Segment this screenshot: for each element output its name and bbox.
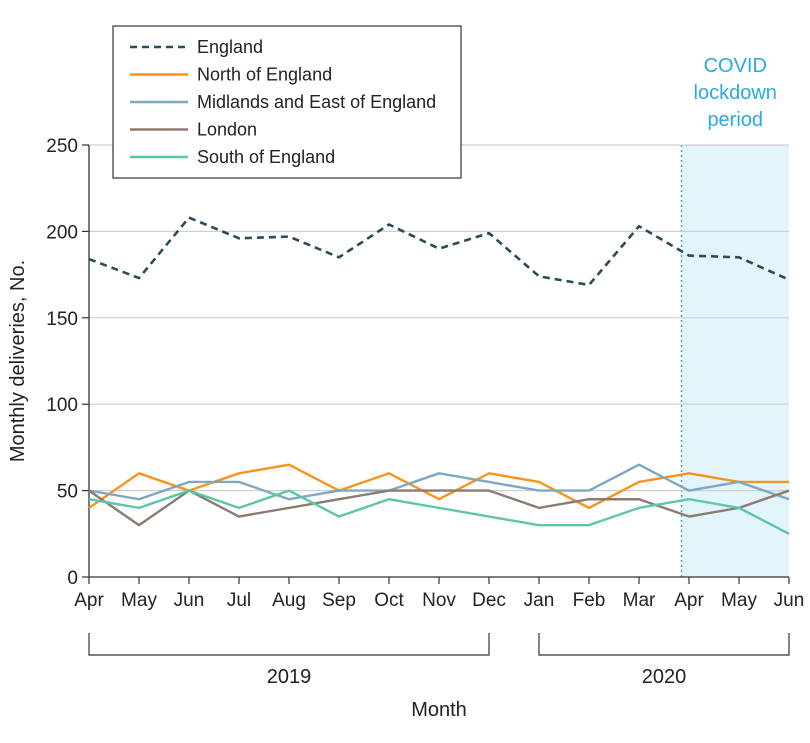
y-tick-label: 150	[46, 309, 78, 330]
legend: England North of England Midlands and East…	[112, 25, 462, 179]
x-tick-label: May	[121, 590, 157, 611]
lockdown-region-fill	[681, 145, 789, 577]
x-tick-label: Apr	[74, 590, 104, 611]
y-tick-label: 200	[46, 222, 78, 243]
x-axis-title: Month	[411, 699, 467, 721]
x-tick-label: Feb	[573, 590, 606, 611]
axes: 0 50 100 150 200 250 Apr May Jun Jul Aug Sep Oct Nov D…	[46, 136, 804, 688]
x-tick-label: Jun	[174, 590, 205, 611]
lockdown-label-line: COVID	[704, 55, 767, 77]
year-label: 2020	[642, 666, 687, 688]
x-tick-label: Jan	[524, 590, 555, 611]
lockdown-shaded-region: COVID lockdown period	[680, 55, 789, 577]
year-bracket	[88, 633, 490, 656]
series-line	[88, 216, 790, 287]
x-tick-label: Nov	[422, 590, 456, 611]
y-tick-label: 250	[46, 136, 78, 157]
legend-label: London	[197, 120, 257, 140]
series-line	[88, 489, 790, 527]
legend-label: England	[197, 37, 263, 57]
x-tick-label: Jul	[227, 590, 251, 611]
x-tick-label: Apr	[674, 590, 704, 611]
x-tick-label: Sep	[322, 590, 356, 611]
legend-label: Midlands and East of England	[197, 92, 436, 112]
x-tick-label: Dec	[472, 590, 506, 611]
series-line	[88, 489, 790, 535]
year-label: 2019	[267, 666, 312, 688]
y-axis-title: Monthly deliveries, No.	[7, 260, 29, 462]
x-tick-label: Mar	[623, 590, 656, 611]
lockdown-label-line: period	[707, 109, 763, 131]
x-tick-label: May	[721, 590, 757, 611]
series-line	[88, 463, 789, 510]
x-tick-label: Oct	[374, 590, 404, 611]
y-tick-label: 50	[57, 482, 78, 503]
series-lines	[88, 216, 790, 535]
x-tick-label: Jun	[774, 590, 805, 611]
y-tick-label: 0	[67, 568, 78, 589]
x-tick-label: Aug	[272, 590, 306, 611]
year-bracket	[538, 633, 790, 656]
legend-label: North of England	[197, 65, 332, 85]
series-line	[88, 463, 790, 501]
legend-label: South of England	[197, 147, 335, 167]
lockdown-label-line: lockdown	[694, 82, 777, 104]
y-tick-label: 100	[46, 395, 78, 416]
